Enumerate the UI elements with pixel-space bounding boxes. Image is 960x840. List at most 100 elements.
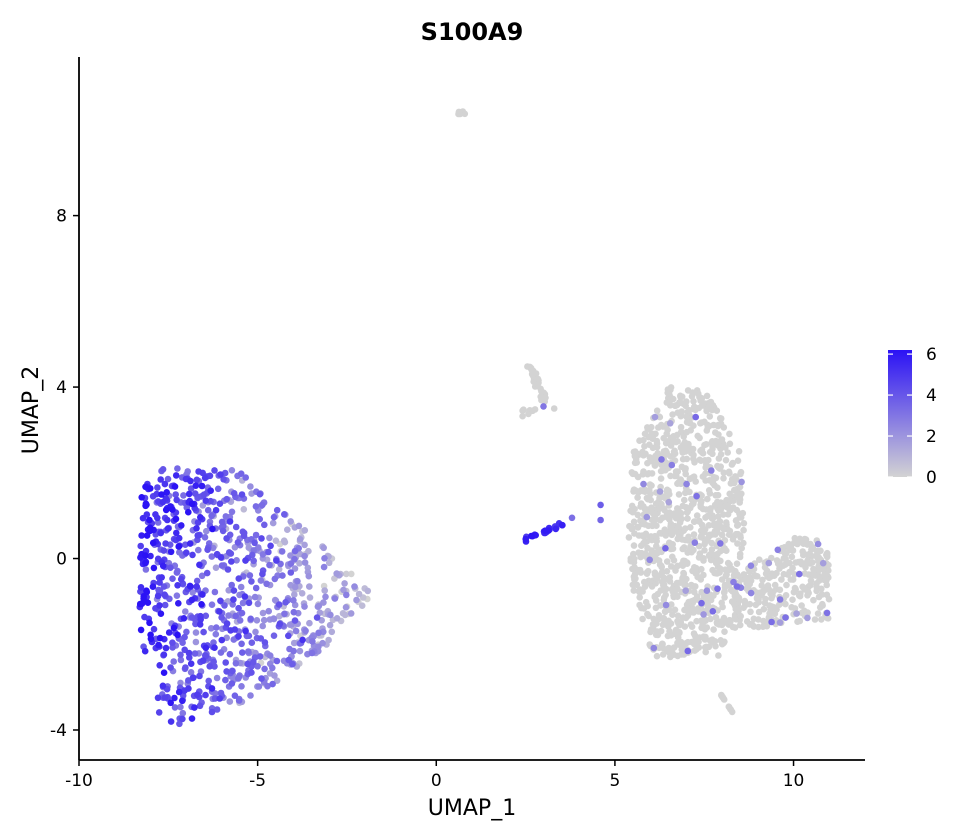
- data-point: [736, 492, 744, 500]
- data-point: [678, 646, 686, 653]
- data-point: [284, 526, 291, 533]
- data-point: [734, 521, 742, 529]
- data-point: [197, 514, 204, 521]
- data-point: [637, 588, 644, 595]
- data-point: [725, 703, 733, 710]
- data-point: [737, 470, 744, 478]
- data-point: [251, 539, 258, 547]
- data-point: [712, 614, 720, 621]
- data-point: [683, 413, 690, 421]
- data-point: [266, 561, 273, 569]
- x-tick-label: 0: [431, 771, 442, 791]
- data-point: [733, 583, 741, 590]
- data-point: [258, 535, 265, 542]
- data-point: [653, 575, 661, 583]
- data-point: [646, 556, 653, 564]
- data-point: [786, 559, 793, 567]
- data-point: [174, 582, 181, 589]
- data-point: [703, 460, 710, 468]
- data-point: [193, 577, 201, 585]
- data-point: [668, 648, 676, 656]
- data-point: [208, 601, 216, 608]
- data-point: [631, 448, 639, 455]
- data-point: [170, 658, 177, 665]
- data-point: [213, 674, 221, 682]
- data-point: [653, 443, 661, 451]
- data-point: [690, 518, 698, 525]
- data-point: [816, 604, 824, 611]
- data-point: [722, 456, 730, 464]
- data-point: [780, 570, 788, 578]
- data-point: [287, 569, 295, 576]
- data-point: [142, 500, 150, 508]
- data-point: [698, 565, 705, 573]
- data-point: [143, 532, 151, 539]
- data-point: [295, 522, 303, 530]
- data-point: [228, 508, 236, 516]
- data-point: [755, 616, 762, 623]
- data-point: [643, 513, 651, 521]
- data-point: [188, 500, 196, 508]
- data-point: [180, 615, 188, 622]
- data-point: [223, 620, 231, 627]
- data-point: [707, 615, 714, 623]
- data-point: [291, 565, 299, 572]
- data-point: [721, 628, 728, 635]
- data-point: [649, 522, 657, 529]
- data-point: [675, 641, 682, 648]
- data-point: [771, 581, 779, 589]
- data-point: [532, 370, 540, 377]
- data-point: [238, 640, 245, 648]
- data-point: [729, 536, 737, 543]
- data-point: [177, 651, 184, 659]
- data-point: [320, 563, 328, 571]
- data-point: [239, 599, 247, 607]
- data-point: [714, 585, 721, 592]
- data-point: [720, 589, 728, 596]
- data-point: [694, 573, 701, 581]
- colorbar-tick-label: 6: [926, 345, 937, 365]
- data-point: [306, 583, 313, 590]
- data-point: [163, 489, 170, 496]
- data-point: [675, 491, 683, 498]
- data-point: [688, 501, 696, 509]
- data-point: [684, 408, 691, 416]
- data-point: [139, 514, 147, 522]
- data-point: [747, 608, 754, 616]
- data-point: [290, 608, 298, 616]
- data-point: [727, 497, 734, 505]
- data-point: [738, 544, 745, 552]
- data-point: [689, 606, 697, 613]
- data-point: [254, 600, 262, 608]
- data-point: [787, 544, 795, 551]
- data-point: [558, 521, 566, 529]
- data-point: [692, 413, 699, 421]
- data-point: [174, 631, 181, 639]
- data-point: [636, 566, 644, 574]
- data-point: [240, 506, 248, 513]
- data-point: [675, 619, 682, 627]
- data-point: [700, 633, 707, 640]
- data-point: [782, 600, 789, 608]
- data-point: [173, 569, 181, 576]
- data-point: [155, 641, 162, 649]
- data-point: [684, 647, 692, 655]
- data-point: [276, 612, 283, 620]
- data-point: [724, 511, 732, 518]
- data-point: [753, 594, 761, 601]
- data-point: [629, 470, 637, 478]
- colorbar-legend: 0 2 4 6: [888, 345, 937, 488]
- data-point: [669, 438, 676, 446]
- data-point: [226, 518, 234, 525]
- data-point: [714, 421, 722, 429]
- data-point: [648, 430, 656, 437]
- data-point: [697, 457, 705, 465]
- data-point: [707, 399, 714, 407]
- title-text: S100A9: [421, 18, 524, 46]
- data-point: [154, 694, 162, 702]
- data-point: [690, 451, 697, 459]
- data-point: [678, 560, 686, 568]
- data-point: [170, 624, 178, 632]
- data-point: [216, 695, 223, 702]
- data-point: [663, 558, 671, 565]
